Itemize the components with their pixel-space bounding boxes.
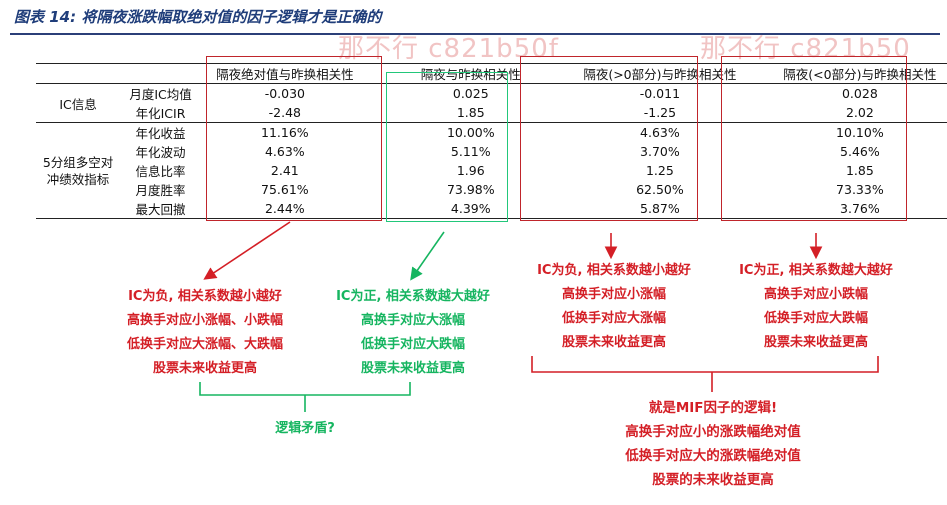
red-brace — [531, 356, 879, 392]
table-row: 5分组多空对 冲绩效指标 年化收益 11.16% 10.00% 4.63% 10… — [36, 122, 947, 219]
table-cell: 5.87% — [572, 199, 747, 219]
green-brace — [199, 382, 411, 412]
watermark-text: 那不行 c821b50f — [338, 34, 559, 64]
highlight-box-col2 — [386, 72, 508, 222]
table-cell: 3.70% — [640, 144, 680, 159]
contradiction-label: 逻辑矛盾? — [275, 421, 335, 436]
data-table: 隔夜绝对值与昨换相关性 隔夜与昨换相关性 隔夜(>0部分)与昨换相关性 隔夜(<… — [36, 63, 947, 219]
group-label: 5分组多空对 冲绩效指标 — [36, 122, 121, 219]
table-cell: 4.63% — [264, 144, 305, 159]
column-header: 隔夜绝对值与昨换相关性 — [200, 63, 369, 84]
table-cell: 2.44% — [200, 199, 369, 219]
highlight-box-col4 — [721, 56, 907, 221]
table-cell: 4.39% — [394, 199, 548, 219]
metric-label: 年化收益 — [135, 126, 186, 141]
metric-label: 月度IC均值 — [129, 87, 192, 102]
table-cell: 1.25 — [645, 163, 674, 178]
table-row: 信息比率 2.41 1.96 1.25 1.85 — [36, 161, 947, 180]
table-cell: 62.50% — [636, 182, 684, 197]
table-cell: 1.85 — [845, 163, 874, 178]
column-header: 隔夜(>0部分)与昨换相关性 — [572, 63, 747, 84]
arrow-col1 — [203, 221, 291, 280]
conclusion-block: 就是MIF因子的逻辑! 高换手对应小的涨跌幅绝对值 低换手对应大的涨跌幅绝对值 … — [625, 400, 801, 488]
metric-label: 信息比率 — [135, 164, 186, 179]
metric-label: 最大回撤 — [120, 199, 201, 219]
metric-label: 年化波动 — [135, 145, 186, 160]
table-cell: 4.63% — [640, 125, 680, 140]
table-cell: 5.46% — [840, 144, 880, 159]
metric-label: 年化ICIR — [120, 103, 201, 123]
column-header: 隔夜与昨换相关性 — [394, 63, 548, 84]
table-cell: 3.76% — [772, 199, 947, 219]
table-cell: 1.96 — [456, 163, 485, 178]
table-header-row: 隔夜绝对值与昨换相关性 隔夜与昨换相关性 隔夜(>0部分)与昨换相关性 隔夜(<… — [36, 63, 947, 84]
highlight-box-col1 — [206, 56, 382, 221]
table-cell: -0.030 — [264, 86, 305, 101]
table-row: 最大回撤 2.44% 4.39% 5.87% 3.76% — [36, 199, 947, 219]
table-row: 年化ICIR -2.48 1.85 -1.25 2.02 — [36, 103, 947, 123]
table-cell: 73.98% — [446, 182, 495, 197]
table-cell: 73.33% — [836, 182, 884, 197]
table-cell: 0.028 — [841, 86, 878, 101]
table-cell: -2.48 — [200, 103, 369, 123]
figure-title: 图表 14: 将隔夜涨跌幅取绝对值的因子逻辑才是正确的 — [14, 8, 382, 26]
annotation-col1: IC为负, 相关系数越小越好 高换手对应小涨幅、小跌幅 低换手对应大涨幅、大跌幅… — [126, 289, 283, 376]
table-cell: -0.011 — [639, 86, 681, 101]
table-row: 月度胜率 75.61% 73.98% 62.50% 73.33% — [36, 180, 947, 199]
table-cell: 0.025 — [452, 86, 489, 101]
table-cell: 11.16% — [261, 125, 309, 140]
table-cell: 1.85 — [394, 103, 548, 123]
column-header: 隔夜(<0部分)与昨换相关性 — [772, 63, 947, 84]
highlight-box-col3 — [520, 56, 698, 221]
arrow-col2 — [410, 231, 445, 281]
annotation-col4: IC为正, 相关系数越大越好 高换手对应小跌幅 低换手对应大跌幅 股票未来收益更… — [739, 263, 893, 350]
table-cell: 75.61% — [261, 182, 309, 197]
annotation-col3: IC为负, 相关系数越小越好 高换手对应小涨幅 低换手对应大涨幅 股票未来收益更… — [537, 263, 691, 350]
table-cell: 10.10% — [836, 125, 884, 140]
table-cell: 2.41 — [270, 163, 299, 178]
table-cell: 2.02 — [772, 103, 947, 123]
metric-label: 月度胜率 — [135, 183, 186, 198]
annotation-col2: IC为正, 相关系数越大越好 高换手对应大涨幅 低换手对应大跌幅 股票未来收益更… — [336, 289, 490, 376]
group-label: IC信息 — [36, 83, 121, 123]
table-row: IC信息 月度IC均值 -0.030 0.025 -0.011 0.028 — [36, 83, 947, 123]
table-row: 年化波动 4.63% 5.11% 3.70% 5.46% — [36, 142, 947, 161]
title-underline — [10, 33, 940, 35]
table-cell: 5.11% — [450, 144, 491, 159]
table-cell: -1.25 — [572, 103, 747, 123]
watermark-text: 那不行 c821b50 — [700, 34, 911, 64]
table-cell: 10.00% — [446, 125, 495, 140]
